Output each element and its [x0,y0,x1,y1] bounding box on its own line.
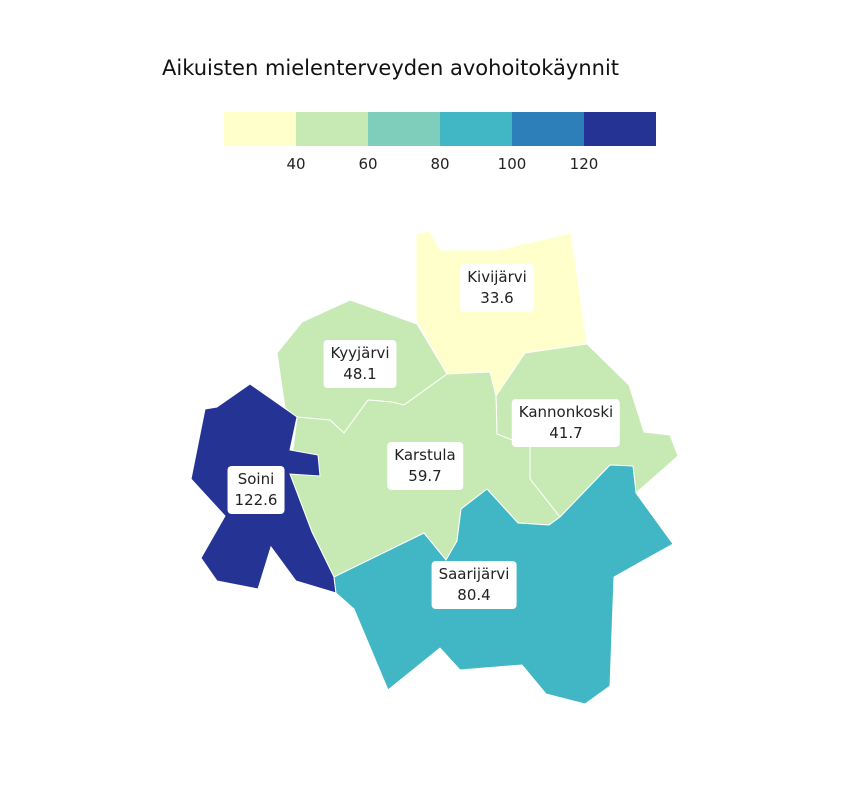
legend-swatch-5 [512,112,584,146]
map-title: Aikuisten mielenterveyden avohoitokäynni… [162,56,620,80]
label-soini: Soini 122.6 [227,466,285,514]
region-value: 122.6 [234,491,278,509]
region-name: Kyyjärvi [330,344,390,362]
region-value: 41.7 [549,424,583,442]
legend-tick-100: 100 [497,155,527,173]
region-value: 33.6 [480,289,514,307]
legend-swatch-6 [584,112,656,146]
label-saarijarvi: Saarijärvi 80.4 [431,561,517,609]
legend-swatch-1 [224,112,296,146]
legend-swatch-2 [296,112,368,146]
region-name: Karstula [394,446,456,464]
color-legend [224,112,656,146]
region-name: Kannonkoski [518,403,614,421]
legend-swatch-3 [368,112,440,146]
label-kannonkoski: Kannonkoski 41.7 [511,399,621,447]
region-value: 48.1 [343,365,377,383]
label-kivijarvi: Kivijärvi 33.6 [460,264,534,312]
region-name: Soini [237,470,275,488]
region-value: 59.7 [408,467,442,485]
legend-tick-40: 40 [286,155,306,173]
legend-tick-80: 80 [430,155,450,173]
region-name: Kivijärvi [467,268,527,286]
region-name: Saarijärvi [438,565,510,583]
legend-tick-60: 60 [358,155,378,173]
label-karstula: Karstula 59.7 [387,442,463,490]
legend-tick-120: 120 [569,155,599,173]
label-kyyjarvi: Kyyjärvi 48.1 [323,340,397,388]
legend-swatch-4 [440,112,512,146]
region-value: 80.4 [457,586,491,604]
